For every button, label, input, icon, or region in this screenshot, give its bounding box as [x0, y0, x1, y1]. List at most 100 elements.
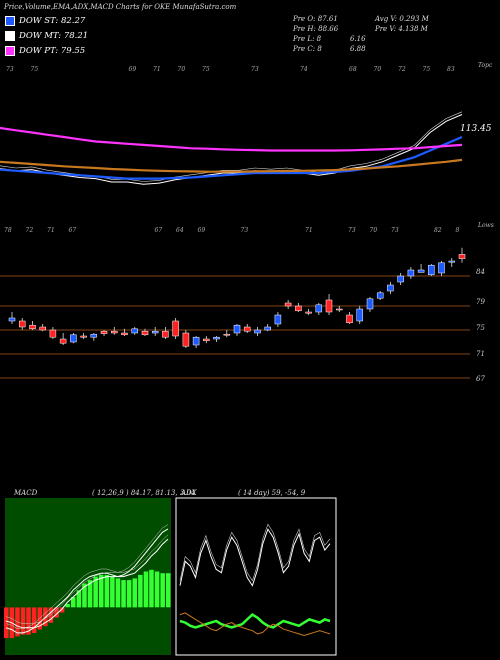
- candle-body-25: [264, 326, 271, 331]
- stat-close-b: 6.88: [350, 45, 366, 53]
- candle-body-11: [121, 332, 128, 336]
- candle-body-9: [100, 330, 108, 334]
- candle-body-31: [325, 299, 333, 313]
- legend-pt: DOW PT: 79.55: [5, 46, 85, 56]
- macd-hist-bar-18: [104, 574, 110, 608]
- candle-body-17: [182, 332, 190, 347]
- candle-body-21: [223, 333, 231, 336]
- candle-body-7: [80, 335, 87, 338]
- macd-hist-bar-0: [4, 607, 9, 639]
- candle-body-26: [274, 314, 282, 325]
- candle-top-tick-2: 71: [47, 227, 55, 234]
- macd-hist-bar-27: [154, 571, 160, 608]
- candle-body-42: [438, 262, 445, 274]
- candle-body-12: [131, 328, 138, 334]
- ema-top-tick-5: 69: [129, 66, 137, 73]
- legend-mt: DOW MT: 78.21: [5, 31, 88, 41]
- macd-hist-bar-25: [143, 571, 149, 608]
- adx-line-1: [179, 613, 331, 629]
- price-label-67: 67: [476, 375, 485, 383]
- ema-line-1: [0, 135, 463, 180]
- ema-price-label: 113.45: [460, 124, 492, 134]
- ema-line-2: [0, 126, 463, 152]
- candle-top-tick-20: 82: [434, 227, 442, 234]
- ema-top-tick-14: 68: [349, 66, 357, 73]
- macd-title: MACD: [14, 489, 38, 497]
- candle-body-19: [203, 338, 210, 342]
- candle-right-label: Lows: [478, 222, 494, 229]
- stat-prev-volume: Pre V: 4.138 M: [375, 25, 428, 33]
- candle-body-35: [366, 298, 374, 310]
- macd-hist-bar-11: [65, 603, 70, 608]
- candle-body-1: [18, 320, 26, 328]
- candle-top-tick-14: 71: [305, 227, 313, 234]
- legend-st-swatch: [5, 16, 15, 26]
- candle-body-27: [284, 302, 292, 307]
- candle-top-tick-9: 69: [198, 227, 206, 234]
- candle-top-tick-7: 67: [155, 227, 163, 234]
- candle-body-2: [29, 324, 36, 330]
- macd-hist-bar-28: [160, 573, 165, 608]
- ema-top-tick-18: 83: [447, 66, 455, 73]
- macd-hist-bar-12: [71, 597, 76, 608]
- price-label-84: 84: [476, 268, 485, 276]
- candle-body-39: [407, 269, 415, 277]
- candle-body-5: [59, 338, 67, 344]
- candle-top-tick-3: 67: [69, 227, 77, 234]
- candle-body-41: [428, 264, 435, 276]
- macd-hist-bar-15: [87, 580, 93, 608]
- macd-hist-bar-17: [99, 574, 104, 608]
- macd-series-0-shadow: [5, 524, 169, 629]
- macd-hist-bar-4: [26, 607, 31, 635]
- ema-top-tick-17: 75: [423, 66, 431, 73]
- candle-body-24: [254, 329, 261, 334]
- ema-top-tick-8: 75: [202, 66, 210, 73]
- macd-hist-bar-5: [31, 607, 37, 633]
- candle-body-3: [39, 326, 46, 331]
- macd-hist-bar-21: [121, 580, 126, 608]
- macd-hist-bar-23: [132, 578, 137, 608]
- candle-body-4: [49, 329, 57, 338]
- macd-hist-bar-19: [110, 576, 115, 608]
- candle-body-23: [243, 326, 251, 332]
- ema-top-tick-0: 73: [6, 66, 14, 73]
- price-label-79: 79: [476, 298, 485, 306]
- candle-top-tick-16: 73: [348, 227, 356, 234]
- candle-body-43: [448, 260, 456, 263]
- macd-hist-bar-3: [20, 607, 26, 635]
- ema-line-0: [0, 114, 463, 185]
- candle-body-36: [376, 292, 384, 299]
- ema-top-tick-6: 71: [153, 66, 161, 73]
- macd-hist-bar-29: [166, 573, 171, 608]
- stat-avg-volume: Avg V: 0.293 M: [375, 15, 429, 23]
- candle-body-22: [233, 324, 241, 334]
- price-label-75: 75: [476, 324, 485, 332]
- macd-series-1-shadow: [5, 534, 169, 624]
- macd-series-0: [5, 528, 169, 634]
- macd-hist-bar-22: [126, 580, 132, 608]
- legend-mt-label: DOW MT: 78.21: [19, 31, 89, 41]
- ema-top-tick-10: 73: [251, 66, 259, 73]
- candle-body-15: [162, 330, 169, 338]
- candle-top-tick-1: 72: [26, 227, 34, 234]
- adx-line-0: [179, 528, 331, 587]
- ema-line-3: [0, 158, 463, 173]
- candle-body-0: [8, 317, 16, 322]
- candle-body-33: [346, 314, 353, 324]
- candle-body-38: [397, 275, 404, 283]
- adx-line-2: [179, 612, 331, 637]
- candle-top-tick-8: 64: [176, 227, 184, 234]
- candle-body-13: [141, 330, 149, 336]
- candle-top-tick-17: 70: [370, 227, 378, 234]
- legend-pt-swatch: [5, 46, 15, 56]
- adx-line-0-shadow: [179, 523, 331, 582]
- candle-top-tick-18: 73: [391, 227, 399, 234]
- candle-body-16: [172, 320, 179, 337]
- candle-body-10: [111, 330, 118, 334]
- candle-body-20: [213, 336, 220, 340]
- ema-top-tick-1: 75: [31, 66, 39, 73]
- ema-top-tick-16: 72: [398, 66, 406, 73]
- legend-pt-label: DOW PT: 79.55: [19, 46, 86, 56]
- adx-title: ADX: [181, 489, 197, 497]
